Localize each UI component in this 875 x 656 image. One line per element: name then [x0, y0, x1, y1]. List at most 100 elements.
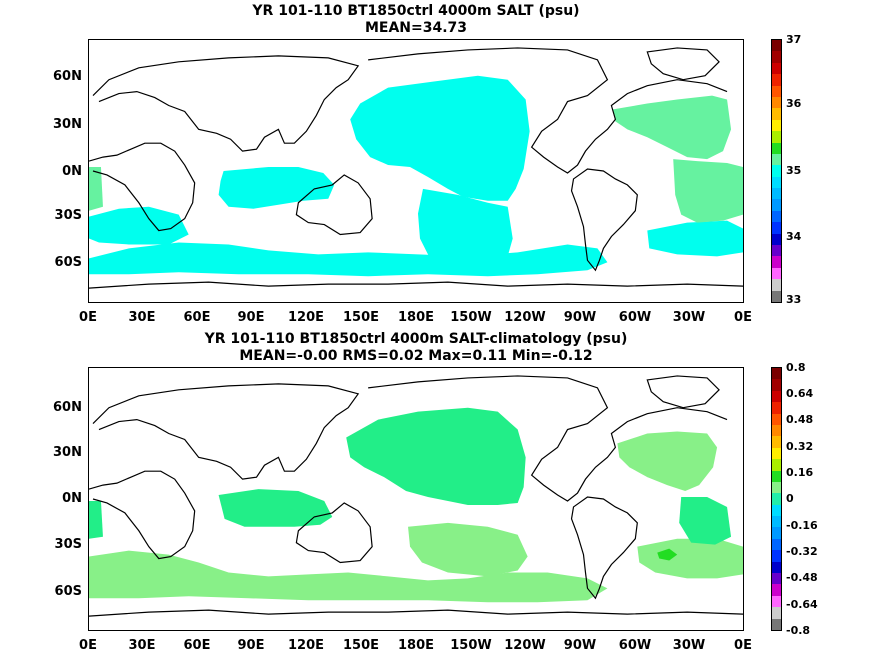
panel1-lat-30n: 30N	[53, 117, 82, 132]
panel2-colorbar-segment	[772, 493, 781, 505]
panel1-title: YR 101-110 BT1850ctrl 4000m SALT (psu)	[252, 3, 580, 19]
panel2-colorbar-segment	[772, 550, 781, 562]
panel2-shade-southern-ocean	[89, 550, 608, 603]
panel2-colorbar-segment	[772, 379, 781, 391]
panel2-colorbar-segment	[772, 561, 781, 574]
panel1-cbar-label-33: 33	[786, 293, 802, 306]
panel2-cbar-label-neg-0-48: -0.48	[786, 571, 818, 584]
panel1-lat-0n: 0N	[62, 164, 82, 179]
panel1-lat-30s: 30S	[54, 208, 82, 223]
panel1-lat-60s: 60S	[54, 255, 82, 270]
panel2-shade-north-atlantic	[617, 431, 718, 492]
panel2-shade-tropical-indian	[218, 489, 333, 527]
panel2-cbar-label-neg-0-64: -0.64	[786, 598, 818, 611]
panel2-lat-30n: 30N	[53, 445, 82, 460]
panel1-lon-180e: 180E	[397, 310, 435, 325]
panel2-cbar-label-0-48: 0.48	[786, 413, 814, 426]
panel1-shade-west-africa	[89, 167, 103, 211]
panel2-lon-30e: 30E	[128, 638, 156, 653]
panel2-lon-60w: 60W	[618, 638, 652, 653]
panel1-cbar-label-36: 36	[786, 97, 802, 110]
panel1-colorbar-segment	[772, 74, 781, 86]
panel1-map	[88, 39, 744, 303]
panel2-colorbar-segment	[772, 470, 781, 482]
panel1-coast-australia	[295, 174, 373, 236]
panel2-coast-greenland	[646, 375, 720, 409]
panel1-colorbar-segment	[772, 267, 781, 280]
panel1-colorbar-segment	[772, 108, 781, 120]
panel1-shading	[89, 75, 743, 277]
panel1-colorbar-segment	[772, 210, 781, 223]
panel2-colorbar-segment	[772, 607, 781, 619]
panel2-cbar-label-neg-0-8: -0.8	[786, 624, 811, 637]
panel1-shade-north-atlantic	[612, 95, 732, 160]
panel1-colorbar-segment	[772, 176, 781, 189]
panel1-coast-greenland	[646, 47, 720, 81]
panel2-colorbar-segment	[772, 618, 781, 630]
panel2-subtitle: MEAN=-0.00 RMS=0.02 Max=0.11 Min=-0.12	[239, 348, 593, 364]
panel2-coast-south-america	[570, 496, 638, 600]
panel1-coast-south-america	[570, 168, 638, 272]
panel2-shade-tropical-atlantic	[679, 497, 732, 545]
panel1-colorbar-segment	[772, 256, 781, 268]
panel1-coastlines	[89, 47, 743, 289]
panel1-coast-antarctica	[89, 281, 743, 289]
panel1-cbar-label-34: 34	[786, 230, 802, 243]
panel1-colorbar-segment	[772, 119, 781, 132]
panel2-coastlines	[89, 375, 743, 617]
panel1-colorbar-segment	[772, 142, 781, 154]
panel1-lon-0e: 0E	[79, 310, 97, 325]
panel2-lon-30w: 30W	[672, 638, 706, 653]
panel2-cbar-label-0-16: 0.16	[786, 466, 814, 479]
panel1-colorbar-segment	[772, 131, 781, 143]
panel1-lon-90w: 90W	[563, 310, 597, 325]
panel1-colorbar-segment	[772, 40, 781, 52]
panel2-lon-120e: 120E	[287, 638, 325, 653]
panel1-shade-south-atlantic-1	[647, 220, 743, 257]
panel1-colorbar-segment	[772, 96, 781, 109]
panel2-colorbar-segment	[772, 538, 781, 551]
panel1-lat-60n: 60N	[53, 69, 82, 84]
panel1-lon-90e: 90E	[237, 310, 265, 325]
panel2-lat-60s: 60S	[54, 584, 82, 599]
panel2-colorbar-segment	[772, 481, 781, 494]
panel1-lon-0e-end: 0E	[734, 310, 752, 325]
panel1-lon-150e: 150E	[342, 310, 380, 325]
panel2-colorbar-segment	[772, 504, 781, 517]
panel2-colorbar-segment	[772, 595, 781, 608]
panel2-coast-antarctica	[89, 609, 743, 617]
panel1-shade-south-indian-2	[89, 206, 189, 245]
panel2-colorbar-segment	[772, 516, 781, 528]
panel2-lat-30s: 30S	[54, 537, 82, 552]
panel2-lon-150e: 150E	[342, 638, 380, 653]
panel1-coast-eurasia	[92, 55, 360, 152]
panel1-colorbar-segment	[772, 153, 781, 166]
panel2-colorbar-segment	[772, 573, 781, 585]
panel2-colorbar-segment	[772, 447, 781, 460]
panel1-colorbar-segment	[772, 62, 781, 75]
panel2-cbar-label-neg-0-16: -0.16	[786, 519, 818, 532]
panel1-lon-60w: 60W	[618, 310, 652, 325]
panel2-colorbar-segment	[772, 527, 781, 539]
panel1-colorbar-segment	[772, 233, 781, 246]
panel1-colorbar-segment	[772, 279, 781, 291]
panel1-cbar-label-35: 35	[786, 164, 802, 177]
panel1-colorbar-segment	[772, 51, 781, 63]
panel1-shade-north-pacific	[350, 75, 530, 201]
panel1-colorbar	[771, 39, 782, 303]
panel2-colorbar-segment	[772, 368, 781, 380]
panel2-shade-south-pacific	[408, 522, 528, 577]
panel1-lon-120w: 120W	[504, 310, 546, 325]
panel1-colorbar-segment	[772, 188, 781, 200]
panel2-lon-150w: 150W	[450, 638, 492, 653]
panel2-lon-0e-end: 0E	[734, 638, 752, 653]
panel2-cbar-label-0-8: 0.8	[786, 361, 806, 374]
panel1-colorbar-segment	[772, 222, 781, 234]
panel2-colorbar-segment	[772, 402, 781, 414]
panel2-colorbar	[771, 367, 782, 631]
panel2-cbar-label-neg-0-32: -0.32	[786, 545, 818, 558]
panel1-coast-north-america	[368, 47, 728, 174]
panel2-colorbar-segment	[772, 424, 781, 437]
panel2-colorbar-segment	[772, 413, 781, 425]
panel2-lon-60e: 60E	[183, 638, 211, 653]
